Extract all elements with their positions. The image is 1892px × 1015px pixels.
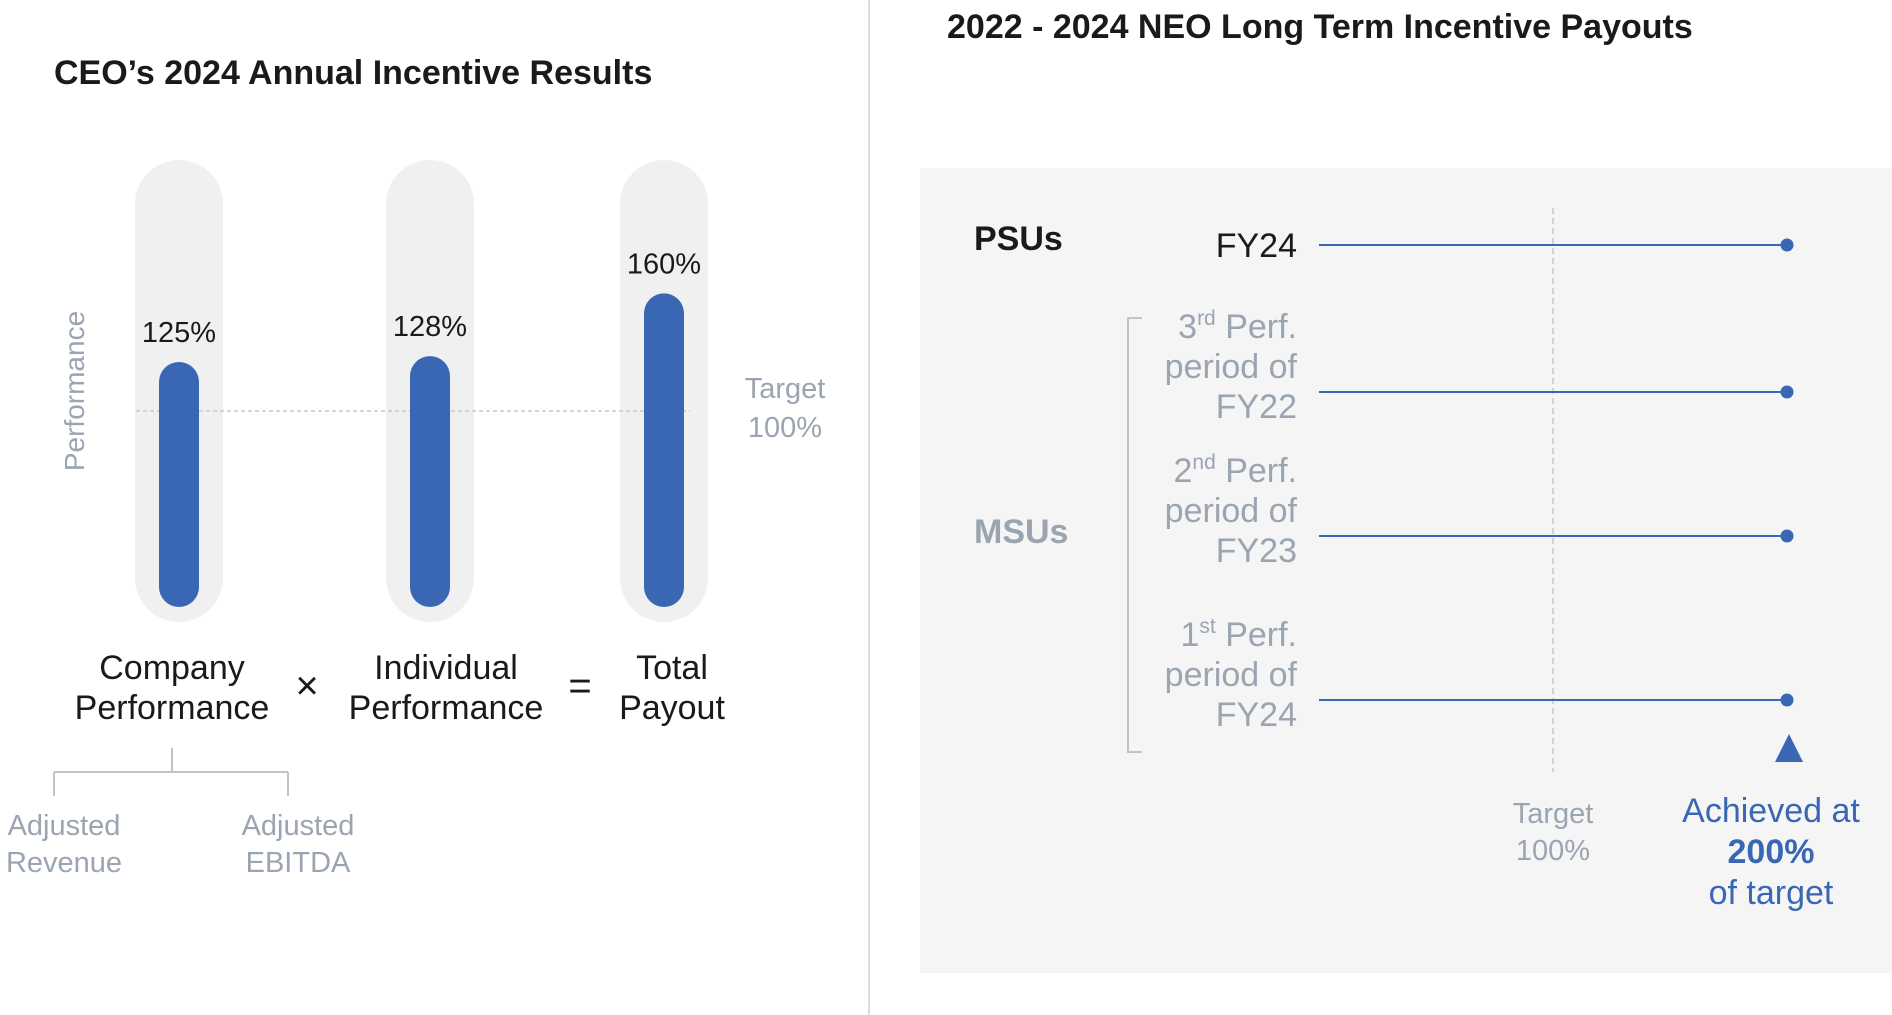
bar-2 xyxy=(410,356,450,607)
payout-dot-4 xyxy=(1780,693,1794,707)
bar-value-label-1: 125% xyxy=(142,317,216,349)
msus-bracket xyxy=(1127,317,1142,753)
row-label-2-line3: FY22 xyxy=(1216,388,1297,426)
category-label-2-line2: Performance xyxy=(349,689,544,727)
multiply-operator: × xyxy=(295,664,318,708)
component-label-2-line2: EBITDA xyxy=(246,847,351,879)
achieved-label-line3: of target xyxy=(1709,874,1834,912)
category-label-2: Individual xyxy=(374,649,518,687)
bar-3 xyxy=(644,293,684,607)
row-label-3-line1: 2nd Perf. xyxy=(1173,451,1297,490)
bar-value-label-3: 160% xyxy=(627,248,701,280)
right-target-value-label: 100% xyxy=(1516,835,1590,867)
component-label-2: Adjusted xyxy=(242,810,355,842)
bar-value-label-2: 128% xyxy=(393,311,467,343)
left-chart-title: CEO’s 2024 Annual Incentive Results xyxy=(54,54,653,92)
component-label-1-line2: Revenue xyxy=(6,847,122,879)
achieved-value: 200% xyxy=(1728,833,1815,871)
row-label-3-line3: FY23 xyxy=(1216,532,1297,570)
achieved-label: Achieved at xyxy=(1682,792,1860,830)
right-chart-title: 2022 - 2024 NEO Long Term Incentive Payo… xyxy=(947,8,1693,46)
bar-1 xyxy=(159,362,199,607)
row-label-2-line1: 3rd Perf. xyxy=(1178,307,1297,346)
row-label-4-line1: 1st Perf. xyxy=(1180,615,1297,654)
category-label-3-line2: Payout xyxy=(619,689,725,727)
payout-dot-3 xyxy=(1780,529,1794,543)
payout-dot-2 xyxy=(1780,385,1794,399)
right-chart-panel xyxy=(920,168,1892,973)
row-label-2-line2: period of xyxy=(1165,348,1298,386)
row-label-1-line1: FY24 xyxy=(1216,227,1297,265)
target-value-label: 100% xyxy=(748,412,822,444)
row-label-3-line2: period of xyxy=(1165,492,1298,530)
group-label-psus: PSUs xyxy=(974,220,1063,258)
category-label-3: Total xyxy=(636,649,708,687)
component-label-1: Adjusted xyxy=(8,810,121,842)
category-label-1: Company xyxy=(99,649,245,687)
category-label-1-line2: Performance xyxy=(75,689,270,727)
payout-dot-1 xyxy=(1780,238,1794,252)
y-axis-label: Performance xyxy=(59,311,90,471)
panel-divider xyxy=(868,0,870,1015)
achieved-marker xyxy=(1775,734,1803,762)
target-label: Target xyxy=(745,373,826,405)
row-label-4-line2: period of xyxy=(1165,656,1298,694)
right-target-label: Target xyxy=(1513,798,1594,830)
group-label-msus: MSUs xyxy=(974,513,1068,551)
equals-operator: = xyxy=(568,664,591,708)
row-label-4-line3: FY24 xyxy=(1216,696,1297,734)
component-bracket xyxy=(53,748,289,796)
